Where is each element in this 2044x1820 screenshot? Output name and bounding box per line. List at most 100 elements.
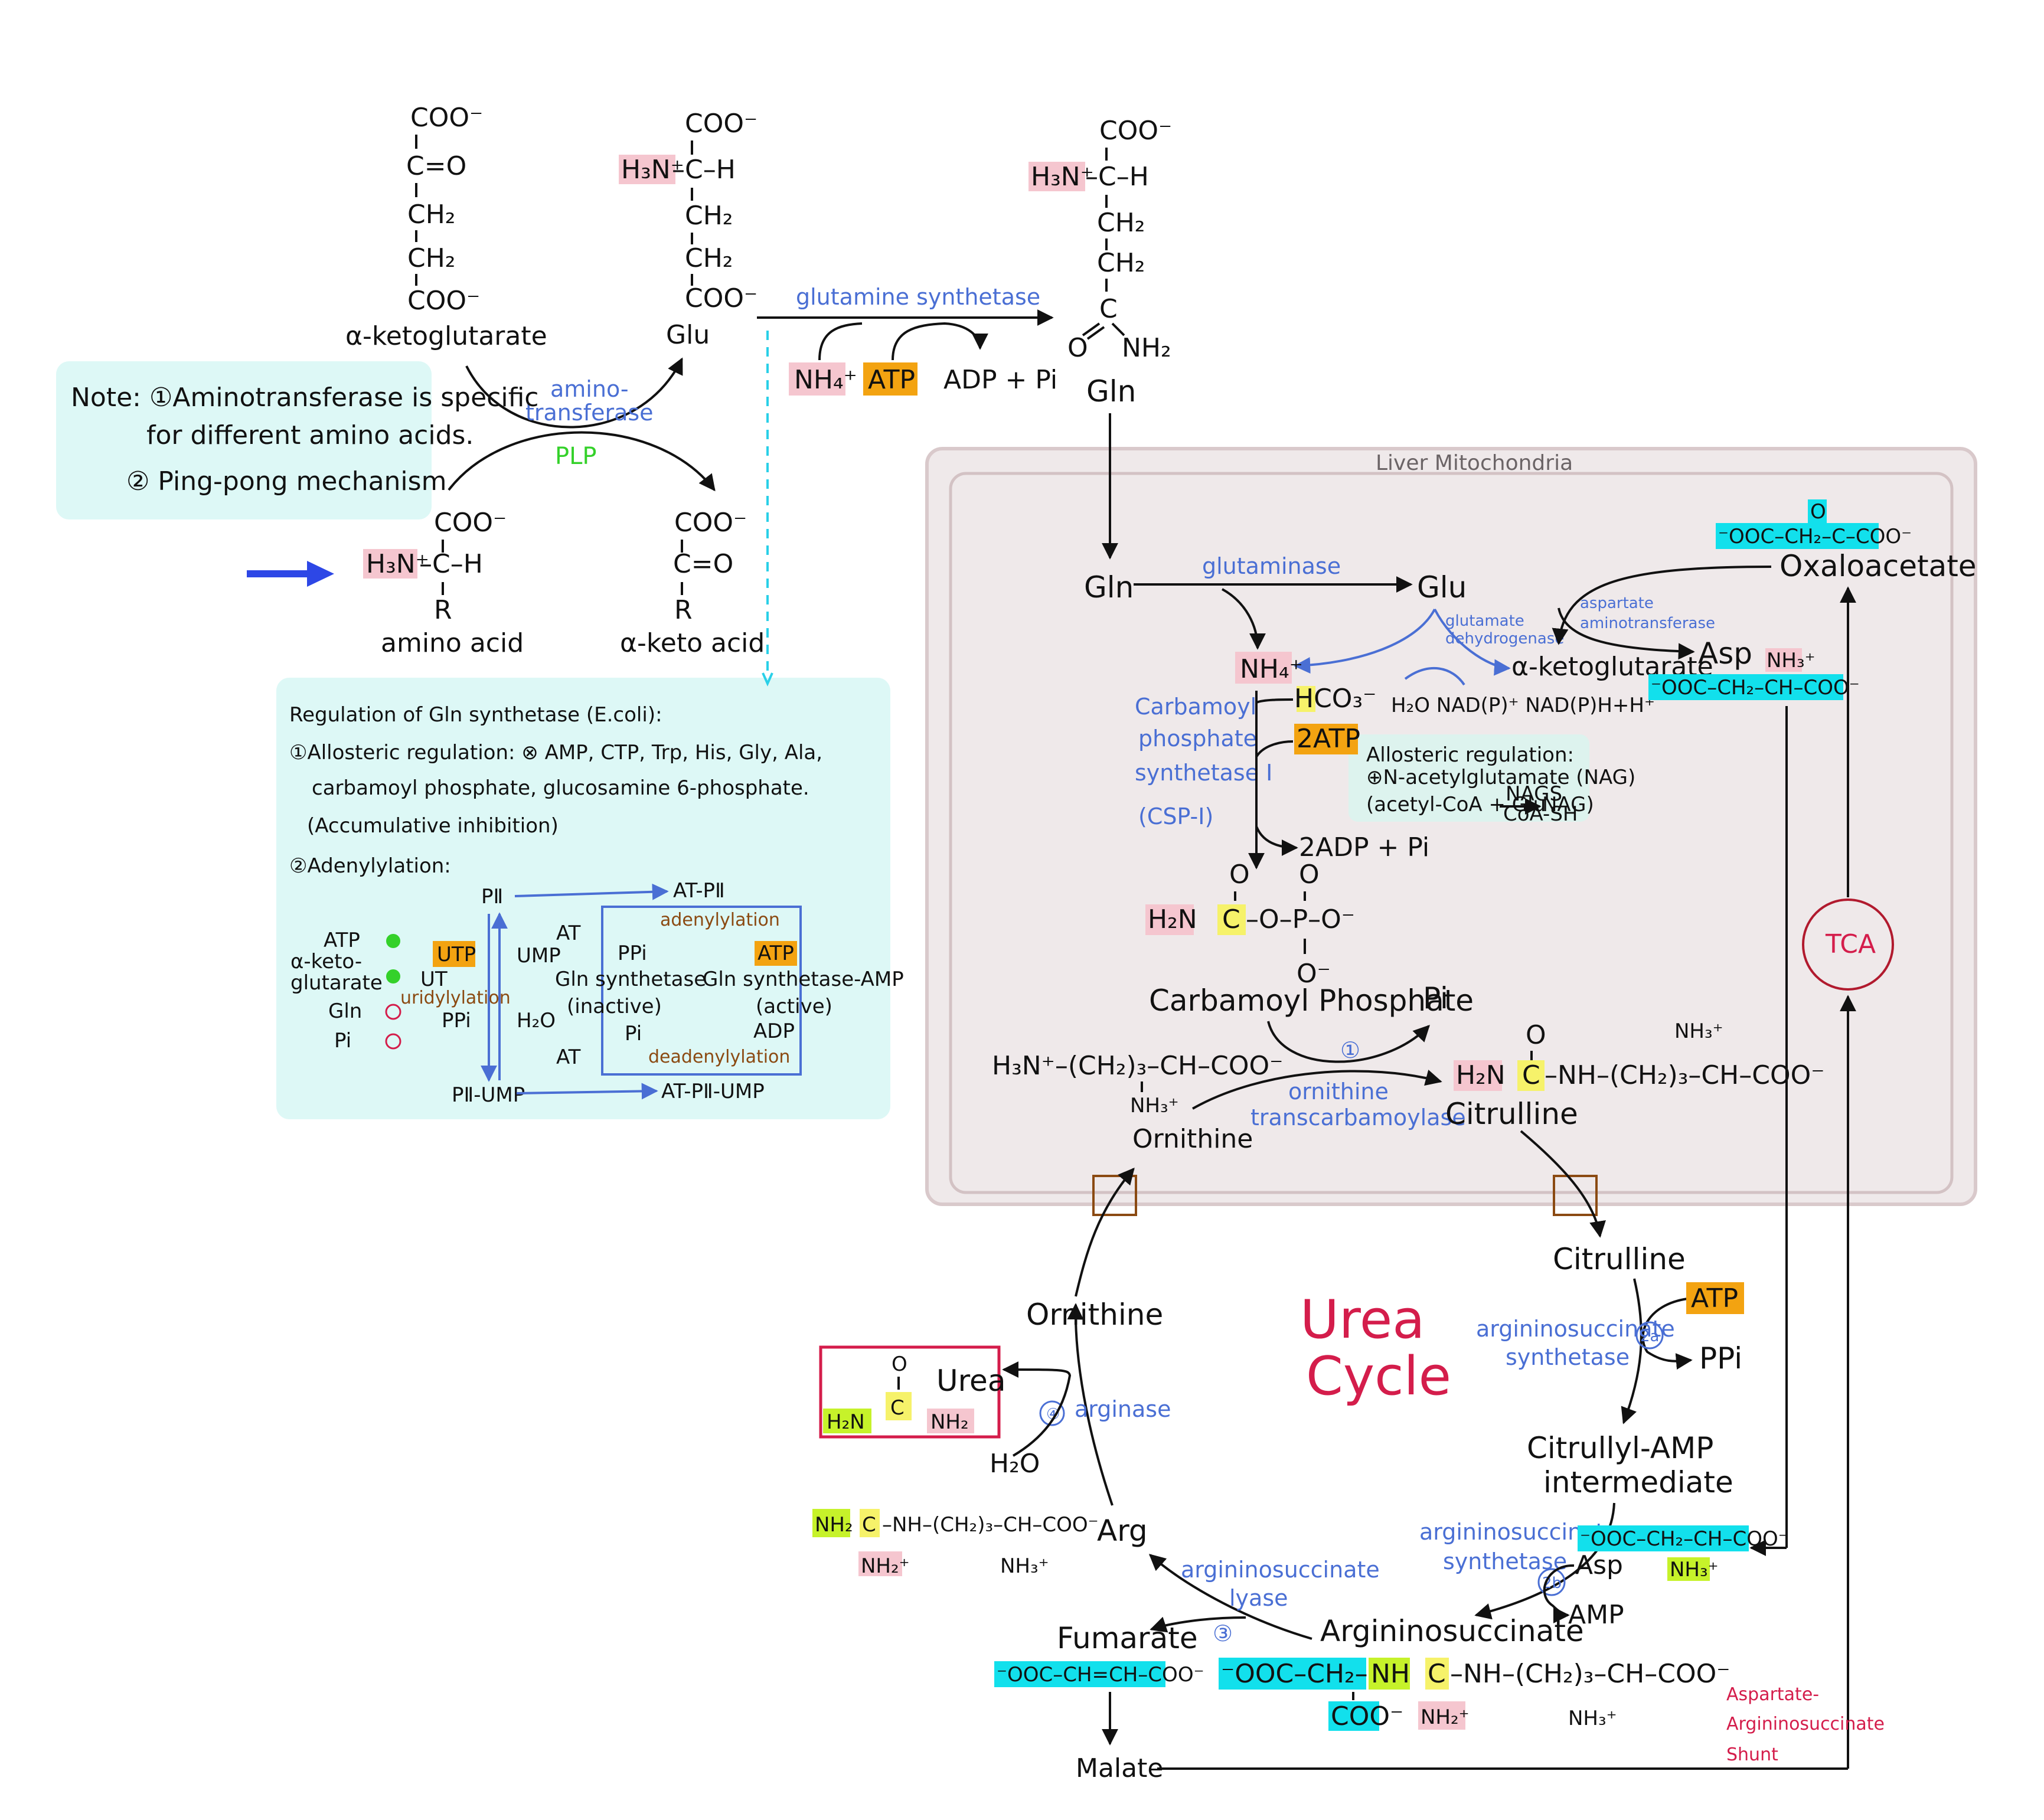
mitochondria-content: Liver Mitochondria Gln glutaminase Glu g…	[992, 451, 1977, 1769]
gs-inactive2: (inactive)	[567, 995, 662, 1018]
nag-reg3: (acetyl-CoA + Glu	[1366, 793, 1546, 816]
cytosol-ornithine: Ornithine	[1026, 1298, 1163, 1332]
as-c: C	[1428, 1659, 1446, 1689]
asp-name: Asp	[1698, 636, 1752, 671]
ppi: PPi	[442, 1009, 471, 1032]
ppi2: PPi	[618, 942, 647, 965]
regulation-allo1: ①Allosteric regulation: ⊗ AMP, CTP, Trp,…	[289, 741, 822, 764]
urea-nh2: NH₂	[930, 1410, 969, 1434]
eff-pi: Pi	[334, 1029, 351, 1053]
shunt-line1: Aspartate-	[1726, 1684, 1819, 1705]
urea-name: Urea	[936, 1364, 1005, 1398]
step3: ③	[1213, 1620, 1233, 1646]
gs-enzyme-label: glutamine synthetase	[796, 284, 1040, 310]
gln-name: Gln	[1086, 374, 1136, 409]
ass-line4: synthetase	[1443, 1548, 1567, 1574]
arg-name: Arg	[1097, 1514, 1148, 1548]
oaa-o: O	[1810, 500, 1826, 524]
shunt-line3: Shunt	[1726, 1744, 1778, 1765]
aminotransferase-line2: transferase	[525, 400, 654, 426]
cp-name: Carbamoyl Phosphate	[1149, 983, 1474, 1018]
as-nh: NH	[1371, 1659, 1410, 1689]
intermediate-line2: intermediate	[1543, 1465, 1733, 1499]
adp-2: 2ADP + Pi	[1299, 832, 1429, 862]
cp-o3: O⁻	[1297, 959, 1331, 989]
gln-nh2: NH₂	[1122, 333, 1171, 363]
regulation-aden: ②Adenylylation:	[289, 854, 451, 878]
as-rest: –NH–(CH₂)₃–CH–COO⁻	[1450, 1659, 1730, 1689]
adenylylation-cascade: PⅡ AT-PⅡ PⅡ-UMP AT-PⅡ-UMP UTP UMP UT uri…	[290, 879, 904, 1107]
ka-c2: C=O	[673, 549, 733, 579]
at-pii-ump: AT-PⅡ-UMP	[661, 1080, 765, 1103]
otc-line2: transcarbamoylase	[1250, 1105, 1466, 1130]
cp-o2: O	[1299, 860, 1320, 890]
incoming-arrow	[247, 561, 334, 587]
pii-ump: PⅡ-UMP	[452, 1083, 525, 1107]
cit-o: O	[1526, 1020, 1546, 1050]
h2o: H₂O	[517, 1009, 556, 1032]
alpha-ketoglutarate-structure: COO⁻ C=O CH₂ CH₂ COO⁻ α-ketoglutarate	[345, 103, 547, 351]
nag-nags: NAGS	[1506, 782, 1562, 806]
ast-line1: aspartate	[1580, 594, 1654, 612]
shunt-line2: Argininosuccinate	[1726, 1714, 1885, 1734]
tca-label: TCA	[1825, 929, 1876, 959]
gdh-cofactors: H₂O NAD(P)⁺ NAD(P)H+H⁺	[1391, 694, 1655, 717]
aminotransferase-line1: amino-	[550, 376, 629, 402]
nag-reg1: Allosteric regulation:	[1366, 743, 1574, 767]
urea-cycle: Urea Cycle Citrulline ATP argininosuccin…	[812, 1130, 1885, 1783]
urea-amp: AMP	[1568, 1600, 1624, 1630]
nag-coa: CoA-SH	[1503, 802, 1578, 826]
gs-active: Gln synthetase-AMP	[703, 968, 904, 991]
eff-gln: Gln	[328, 999, 362, 1023]
cit-rest: –NH–(CH₂)₃–CH–COO⁻	[1545, 1060, 1824, 1090]
alpha-keto-acid-structure: COO⁻ C=O R α-keto acid	[620, 508, 765, 658]
cit-h2n: H₂N	[1456, 1060, 1506, 1090]
eff-akg1: α-keto-	[290, 950, 362, 973]
cit-c: C	[1522, 1060, 1540, 1090]
gln-ch: –C–H	[1085, 162, 1149, 192]
cp-o1: O	[1229, 860, 1250, 890]
asl-line2: lyase	[1229, 1585, 1288, 1611]
uridylylation: uridylylation	[400, 988, 511, 1008]
mito-glu: Glu	[1417, 570, 1467, 605]
ump: UMP	[517, 944, 561, 968]
aa-nh3: H₃N⁺	[366, 549, 429, 579]
urea-atp: ATP	[1691, 1283, 1738, 1313]
regulation-panel	[276, 678, 890, 1119]
urea-o: O	[892, 1352, 907, 1376]
urea-cycle-title2: Cycle	[1306, 1345, 1451, 1407]
gln-nh3: H₃N⁺	[1031, 162, 1094, 192]
gln-c5: C	[1099, 294, 1118, 324]
akg-c5: COO⁻	[407, 286, 480, 316]
urea-asp-nh3: NH₃⁺	[1670, 1558, 1719, 1582]
transporter-left	[1092, 1175, 1137, 1216]
eff-akg2: glutarate	[290, 971, 383, 995]
adp2: ADP	[753, 1020, 795, 1043]
urea-h2n: H₂N	[827, 1410, 865, 1434]
gs-atp: ATP	[868, 365, 915, 395]
gs-nh4: NH₄⁺	[794, 365, 857, 395]
pii: PⅡ	[481, 885, 503, 909]
plp-label: PLP	[555, 443, 597, 470]
ass-line2: synthetase	[1506, 1344, 1630, 1370]
glutamine-structure: COO⁻ H₃N⁺ –C–H CH₂ CH₂ C O NH₂ Gln	[1028, 116, 1172, 560]
akg-c3: CH₂	[407, 200, 455, 230]
nag-nag: NAG)	[1542, 793, 1594, 816]
transporter-right	[1553, 1175, 1598, 1216]
ast-line2: aminotransferase	[1580, 615, 1715, 632]
glu-c4: CH₂	[685, 243, 733, 273]
urea-asp-formula: ⁻OOC–CH₂–CH–COO⁻	[1580, 1527, 1789, 1551]
urea-box	[819, 1345, 1001, 1439]
at2: AT	[556, 1045, 581, 1069]
regulation-text: Regulation of Gln synthetase (E.coli): ①…	[289, 703, 822, 878]
amino-acid-structure: COO⁻ H₃N⁺ –C–H R amino acid	[247, 508, 524, 658]
glutaminase-label: glutaminase	[1202, 553, 1341, 579]
glutamine-synthetase-reaction: glutamine synthetase NH₄⁺ ATP ADP + Pi	[757, 284, 1057, 687]
asl-line1: argininosuccinate	[1181, 1557, 1380, 1583]
orn-name: Ornithine	[1132, 1124, 1253, 1154]
urea-c: C	[890, 1396, 905, 1420]
gln-c3: CH₂	[1097, 208, 1145, 238]
cp-c: C	[1222, 904, 1240, 934]
mitochondria-outer	[925, 447, 1977, 1206]
cit-nh3: NH₃⁺	[1674, 1020, 1723, 1043]
